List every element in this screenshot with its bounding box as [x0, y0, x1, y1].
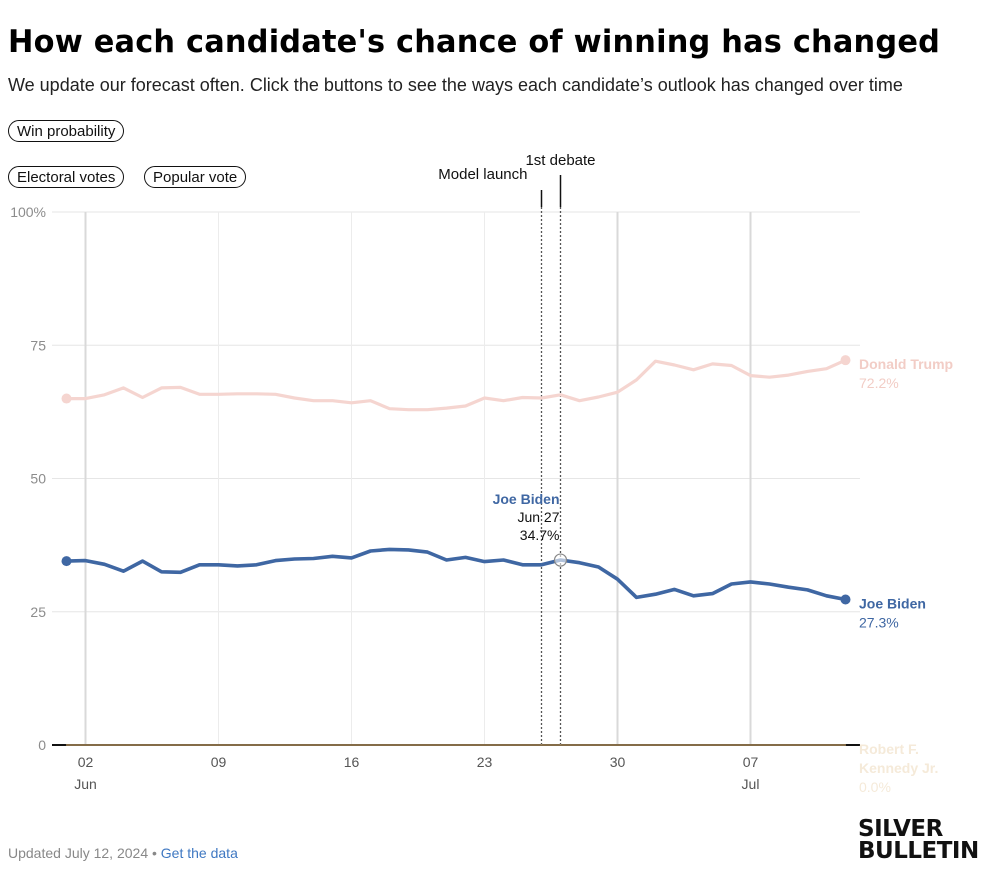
y-tick-label: 50 [30, 471, 46, 487]
chart-title: How each candidate's chance of winning h… [8, 24, 941, 60]
x-tick-month: Jun [74, 776, 97, 792]
series-start-dot-biden [61, 556, 72, 567]
biden-end-value: 27.3% [859, 614, 899, 630]
footer: Updated July 12, 2024 • Get the data [8, 845, 238, 861]
y-tick-label: 25 [30, 604, 46, 620]
rfk-end-value: 0.0% [859, 779, 891, 795]
win-probability-button[interactable]: Win probability [8, 120, 125, 142]
logo-line-1: SILVER [858, 816, 943, 842]
series-end-dot-trump [840, 355, 851, 366]
biden-end-name: Joe Biden [859, 595, 926, 611]
x-tick-month: Jul [742, 776, 760, 792]
y-axis-ticks: 100% 75 50 25 0 [10, 204, 46, 753]
updated-text: Updated July 12, 2024 [8, 845, 149, 861]
logo-line-2: BULLETIN [858, 838, 979, 864]
rfk-end-name-line-1: Robert F. [859, 741, 919, 757]
y-tick-label: 0 [38, 737, 46, 753]
trump-end-name: Donald Trump [859, 356, 953, 372]
x-tick-label: 16 [344, 754, 360, 770]
x-tick-label: 02 [78, 754, 94, 770]
tooltip-value: 34.7% [520, 527, 560, 543]
trump-end-value: 72.2% [859, 375, 899, 391]
event-label: Model launch [438, 166, 527, 183]
tooltip-marker [553, 553, 568, 567]
x-tick-label: 30 [610, 754, 626, 770]
win-probability-chart[interactable]: 100% 75 50 25 0 02 Jun 09 16 23 30 07 Jul Model lau… [0, 140, 1002, 820]
gridlines [52, 211, 860, 746]
event-label: 1st debate [525, 152, 595, 169]
x-tick-label: 07 [743, 754, 759, 770]
popular-vote-button[interactable]: Popular vote [144, 166, 247, 188]
tooltip-series: Joe Biden [493, 491, 560, 507]
hover-tooltip: Joe Biden Jun 27 34.7% [493, 491, 568, 567]
y-tick-label: 100% [10, 204, 46, 220]
footer-separator: • [152, 845, 157, 861]
series-end-dot-biden [840, 594, 851, 605]
chart-subtitle: We update our forecast often. Click the … [8, 75, 903, 95]
series-end-labels: Donald Trump 72.2% Joe Biden 27.3% Robert F.… [859, 356, 953, 795]
silver-bulletin-logo: SILVER BULLETIN [858, 816, 980, 864]
series-line-biden [64, 547, 848, 602]
tooltip-date: Jun 27 [517, 509, 559, 525]
series-line-trump [64, 358, 848, 412]
y-tick-label: 75 [30, 337, 46, 353]
x-tick-label: 09 [211, 754, 227, 770]
rfk-end-name-line-2: Kennedy Jr. [859, 760, 938, 776]
electoral-votes-button[interactable]: Electoral votes [8, 166, 125, 188]
get-the-data-link[interactable]: Get the data [160, 845, 238, 861]
series-start-dot-trump [61, 393, 72, 404]
x-tick-label: 23 [477, 754, 493, 770]
series-lines[interactable] [61, 355, 851, 746]
x-axis-ticks: 02 Jun 09 16 23 30 07 Jul [74, 754, 759, 792]
